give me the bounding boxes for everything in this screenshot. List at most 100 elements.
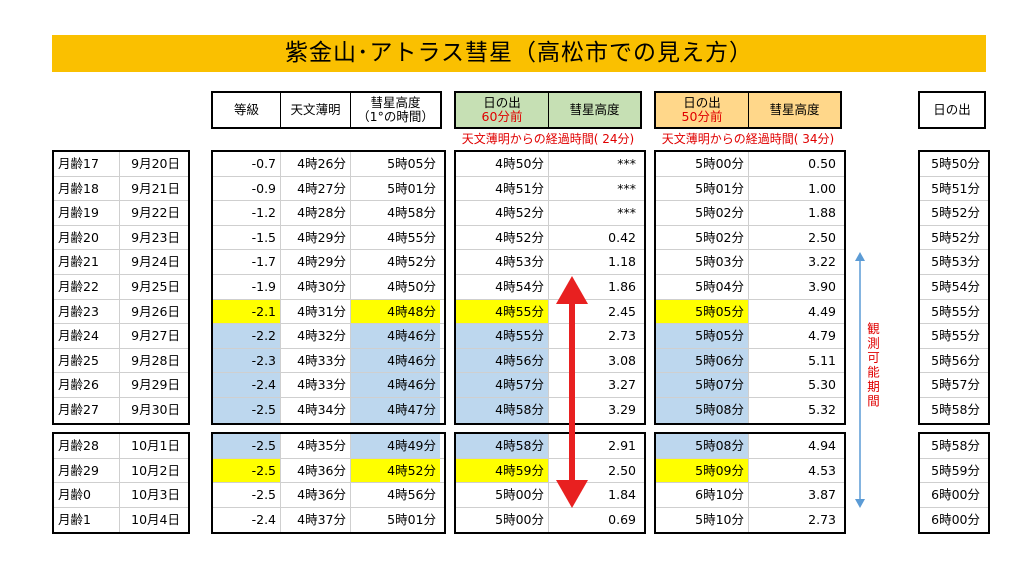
table-row: 4時57分 3.27 [456,373,644,398]
header-sunrise-60: 日の出 60分前 彗星高度 [454,91,642,129]
cell-sunrise: 5時50分 [931,156,980,171]
cell-comet-1deg-time: 4時52分 [387,254,436,270]
cell-height-60: 2.91 [608,438,636,453]
table-left-upper: 月齢17 9月20日 月齢18 9月21日 月齢19 9月22日 月齢20 9月23日 月齢21… [52,150,190,425]
table-row: 5時06分 5.11 [656,348,844,374]
cell-date: 9月23日 [131,229,180,245]
header-magnitude: 等級 [213,93,281,127]
table-row: 月齢25 9月28日 [54,348,188,374]
table-row: -2.3 4時33分 4時46分 [213,348,444,374]
table-row: -1.5 4時29分 4時55分 [213,225,444,251]
table-sunrise-lower: 5時58分 5時59分 6時00分 6時00分 [918,432,990,535]
cell-twilight: 4時28分 [281,201,351,225]
cell-moon-age: 月齢21 [54,250,120,274]
cell-twilight: 4時29分 [281,225,351,250]
cell-comet-1deg-time: 4時50分 [387,278,436,294]
cell-magnitude: -1.7 [213,250,281,274]
cell-time-60: 4時57分 [456,373,549,397]
cell-comet-1deg-time: 5時05分 [387,156,436,171]
cell-time-50: 5時05分 [656,324,749,348]
header-twilight: 天文薄明 [281,93,351,127]
cell-date: 10月2日 [131,462,180,478]
cell-height-50: 1.00 [808,180,836,196]
cell-time-50: 6時10分 [656,483,749,507]
cell-height-60: 0.42 [608,229,636,245]
table-row: 5時54分 [920,275,988,300]
table-row: 5時55分 [920,324,988,349]
table-row: 5時05分 4.49 [656,299,844,325]
cell-magnitude: -0.9 [213,176,281,201]
cell-moon-age: 月齢18 [54,176,120,201]
cell-twilight: 4時32分 [281,324,351,348]
cell-magnitude: -2.5 [213,458,281,483]
cell-twilight: 4時29分 [281,250,351,274]
cell-date: 10月3日 [131,487,180,503]
cell-time-50: 5時01分 [656,176,749,201]
red-double-arrow-icon [556,276,588,508]
cell-time-50: 5時07分 [656,373,749,397]
header-main: 等級 天文薄明 彗星高度 （1°の時間） [211,91,442,129]
cell-height-50: 3.87 [808,487,836,503]
cell-sunrise: 5時56分 [931,352,980,368]
table-row: -2.2 4時32分 4時46分 [213,324,444,349]
cell-twilight: 4時35分 [281,434,351,458]
cell-date: 9月28日 [131,352,180,368]
cell-twilight: 4時26分 [281,152,351,176]
cell-height-60: 2.50 [608,462,636,478]
table-row: 4時59分 2.50 [456,458,644,484]
cell-comet-1deg-time: 5時01分 [387,180,436,196]
table-row: 4時56分 3.08 [456,348,644,374]
cell-comet-1deg-time: 4時56分 [387,487,436,503]
table-row: 5時50分 [920,152,988,177]
cell-time-50: 5時08分 [656,434,749,458]
cell-time-50: 5時04分 [656,274,749,299]
table-row: 5時10分 2.73 [656,507,844,533]
table-row: 5時02分 2.50 [656,225,844,251]
cell-date: 9月22日 [131,205,180,221]
cell-time-50: 5時10分 [656,507,749,533]
cell-sunrise: 5時59分 [931,462,980,478]
cell-comet-1deg-time: 4時58分 [387,205,436,221]
cell-date: 10月1日 [131,438,180,453]
table-row: -1.2 4時28分 4時58分 [213,201,444,226]
cell-sunrise: 5時55分 [931,303,980,319]
cell-date: 9月26日 [131,303,180,319]
cell-moon-age: 月齢0 [54,483,120,507]
cell-sunrise: 5時57分 [931,377,980,393]
cell-height-60: *** [617,156,636,171]
cell-height-60: 1.86 [608,278,636,294]
table-row: -1.7 4時29分 4時52分 [213,250,444,275]
table-row: 4時50分 *** [456,152,644,177]
table-row: 6時10分 3.87 [656,483,844,508]
table-row: 5時57分 [920,373,988,398]
table-row: 月齢19 9月22日 [54,201,188,226]
cell-time-50: 5時02分 [656,201,749,225]
cell-moon-age: 月齢28 [54,434,120,458]
cell-time-60: 5時00分 [456,483,549,507]
cell-date: 9月25日 [131,278,180,294]
cell-comet-1deg-time: 4時52分 [351,458,440,483]
table-row: 5時52分 [920,226,988,251]
table-row: 5時55分 [920,300,988,325]
cell-height-50: 5.32 [808,401,836,417]
table-row: 4時58分 2.91 [456,434,644,459]
observable-period-label: 観測可能期間 [865,322,880,409]
table-row: 月齢0 10月3日 [54,483,188,508]
cell-magnitude: -2.5 [213,397,281,423]
cell-twilight: 4時31分 [281,299,351,324]
table-sunrise60-upper: 4時50分 *** 4時51分 *** 4時52分 *** 4時52分 0.42 4時53分 1.… [454,150,646,425]
cell-comet-1deg-time: 5時01分 [387,511,436,527]
table-row: -1.9 4時30分 4時50分 [213,274,444,300]
cell-sunrise: 5時51分 [931,180,980,196]
table-row: 5時56分 [920,349,988,374]
table-row: -2.5 4時34分 4時47分 [213,397,444,423]
cell-time-50: 5時05分 [656,299,749,324]
table-row: 4時52分 0.42 [456,225,644,251]
cell-magnitude: -1.9 [213,274,281,299]
table-row: 月齢28 10月1日 [54,434,188,459]
cell-height-60: *** [617,205,636,221]
cell-date: 9月29日 [131,377,180,393]
table-row: 6時00分 [920,483,988,508]
cell-moon-age: 月齢1 [54,507,120,533]
cell-height-60: 3.27 [608,377,636,393]
